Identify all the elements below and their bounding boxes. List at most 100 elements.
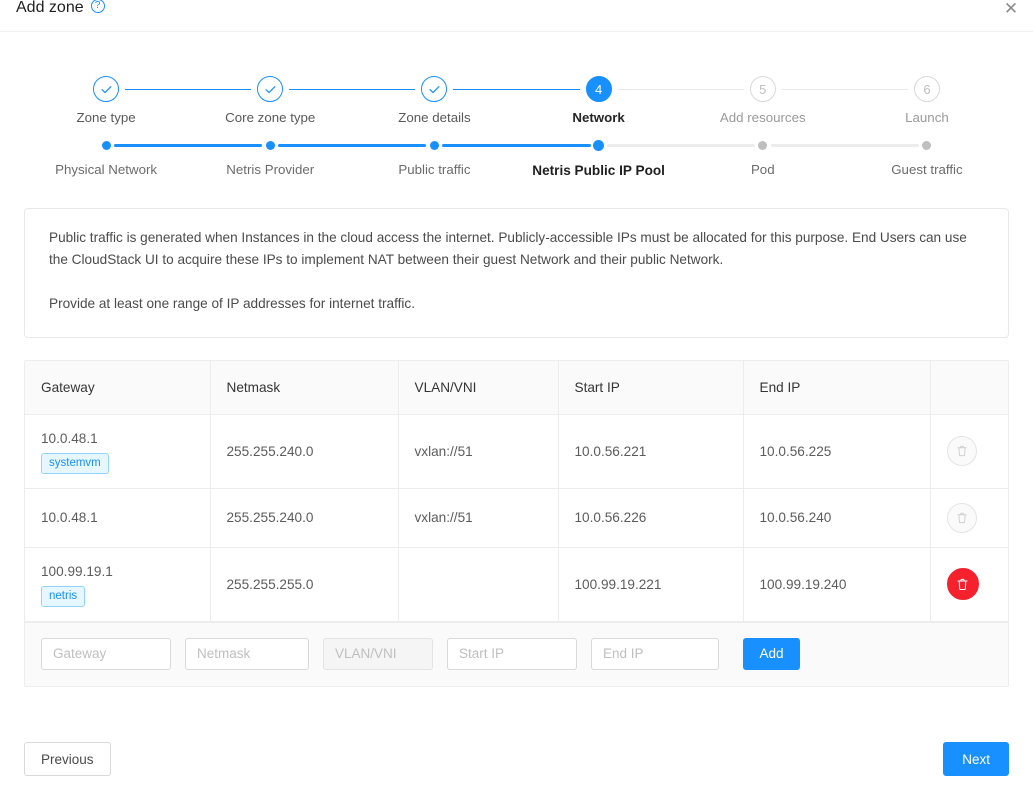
substep-dot: [922, 141, 932, 150]
column-header-end-ip: End IP: [743, 361, 931, 415]
previous-button[interactable]: Previous: [24, 742, 111, 776]
substep-label: Netris Provider: [226, 162, 315, 177]
step-label: Zone details: [398, 110, 471, 125]
substep-connector-line: [278, 144, 427, 147]
cell-start-ip: 100.99.19.221: [558, 547, 744, 622]
table-body: 10.0.48.1 systemvm 255.255.240.0 vxlan://51…: [25, 414, 1008, 622]
step-zone-details[interactable]: Zone details: [352, 76, 580, 125]
add-button[interactable]: Add: [743, 637, 800, 670]
substep-public-traffic[interactable]: Public traffic: [352, 141, 591, 178]
cell-netmask: 255.255.255.0: [210, 547, 399, 622]
substep-physical-network[interactable]: Physical Network: [24, 141, 263, 178]
column-header-actions: [930, 361, 1008, 415]
table-row: 10.0.48.1 systemvm 255.255.240.0 vxlan://51…: [25, 414, 1008, 489]
cell-actions: [930, 488, 1008, 548]
substep-dot: [593, 140, 605, 151]
next-button[interactable]: Next: [943, 742, 1009, 776]
gateway-value: 10.0.48.1: [41, 430, 98, 446]
substep-connector-line: [770, 144, 919, 147]
question-circle-icon[interactable]: ?: [90, 0, 105, 13]
step-connector-line: [781, 89, 908, 90]
table-head: Gateway Netmask VLAN/VNI Start IP End IP: [25, 361, 1008, 415]
wizard-steps: Zone type Core zone type Zone details 4 Netw…: [0, 32, 1033, 125]
check-icon: [93, 76, 120, 102]
substep-dot: [429, 141, 439, 150]
step-label: Add resources: [719, 110, 806, 125]
step-connector-line: [453, 89, 580, 90]
close-icon[interactable]: ✕: [997, 0, 1025, 23]
substep-label: Public traffic: [398, 162, 471, 177]
check-icon: [257, 76, 284, 102]
substep-label: Netris Public IP Pool: [532, 163, 665, 178]
column-header-gateway: Gateway: [25, 361, 211, 415]
vlan-vni-input[interactable]: [323, 637, 433, 670]
status-badge: systemvm: [41, 452, 109, 474]
gateway-value: 100.99.19.1: [41, 563, 113, 579]
step-label: Network: [572, 110, 625, 125]
cell-gateway: 10.0.48.1: [25, 488, 211, 548]
substep-dot: [101, 141, 111, 150]
wizard-substeps: Physical Network Netris Provider Public tr…: [0, 125, 1033, 178]
gateway-value: 10.0.48.1: [41, 510, 98, 525]
table-row: 10.0.48.1 255.255.240.0 vxlan://51 10.0.56.…: [25, 488, 1008, 548]
netmask-input[interactable]: [185, 637, 309, 670]
substep-guest-traffic[interactable]: Guest traffic: [845, 141, 1009, 178]
ip-ranges-table-container: Gateway Netmask VLAN/VNI Start IP End IP…: [24, 360, 1009, 687]
step-core-zone-type[interactable]: Core zone type: [188, 76, 416, 125]
step-zone-type[interactable]: Zone type: [24, 76, 252, 125]
info-paragraph-1: Public traffic is generated when Instanc…: [49, 230, 967, 267]
gateway-input[interactable]: [41, 637, 171, 670]
wizard-footer: Previous Next: [0, 742, 1033, 776]
step-label: Launch: [905, 110, 949, 125]
status-badge: netris: [41, 585, 86, 607]
substep-netris-public-ip-pool[interactable]: Netris Public IP Pool: [517, 140, 755, 178]
trash-icon: [946, 436, 977, 466]
cell-end-ip: 100.99.19.240: [743, 547, 931, 622]
step-connector-line: [289, 89, 416, 90]
new-range-form: Add: [25, 621, 1008, 686]
cell-actions: [930, 414, 1008, 489]
cell-start-ip: 10.0.56.221: [558, 414, 744, 489]
cell-end-ip: 10.0.56.225: [743, 414, 931, 489]
substep-dot: [265, 141, 275, 150]
cell-end-ip: 10.0.56.240: [743, 488, 931, 548]
trash-icon[interactable]: [946, 568, 979, 600]
info-panel: Public traffic is generated when Instanc…: [24, 208, 1009, 338]
cell-vlan-vni: vxlan://51: [398, 414, 559, 489]
steps-sub-list: Physical Network Netris Provider Public tr…: [24, 140, 1009, 178]
step-add-resources[interactable]: 5 Add resources: [681, 76, 908, 125]
step-label: Zone type: [76, 110, 136, 125]
step-launch[interactable]: 6 Launch: [845, 76, 1009, 125]
trash-icon: [946, 502, 977, 533]
end-ip-input[interactable]: [591, 637, 719, 670]
start-ip-input[interactable]: [447, 637, 577, 670]
table-header-row: Gateway Netmask VLAN/VNI Start IP End IP: [25, 361, 1008, 415]
ip-ranges-table: Gateway Netmask VLAN/VNI Start IP End IP…: [25, 361, 1008, 622]
cell-actions: [930, 547, 1008, 622]
cell-netmask: 255.255.240.0: [210, 488, 399, 548]
step-connector-line: [125, 89, 252, 90]
table-row: 100.99.19.1 netris 255.255.255.0 100.99.19.…: [25, 547, 1008, 622]
substep-label: Physical Network: [55, 162, 158, 177]
substep-label: Pod: [750, 162, 775, 177]
substep-pod[interactable]: Pod: [681, 141, 919, 178]
modal-header: Add zone? ✕: [0, 0, 1033, 32]
substep-netris-provider[interactable]: Netris Provider: [188, 141, 427, 178]
page-title: Add zone?: [16, 0, 105, 19]
step-number-badge: 6: [913, 76, 940, 102]
cell-netmask: 255.255.240.0: [210, 414, 399, 489]
column-header-vlan-vni: VLAN/VNI: [398, 361, 559, 415]
column-header-start-ip: Start IP: [558, 361, 744, 415]
step-number-badge: 5: [749, 76, 776, 102]
substep-connector-line: [114, 144, 263, 147]
cell-vlan-vni: vxlan://51: [398, 488, 559, 548]
substep-connector-line: [606, 144, 755, 147]
step-network[interactable]: 4 Network: [517, 76, 744, 125]
column-header-netmask: Netmask: [210, 361, 399, 415]
cell-gateway: 100.99.19.1 netris: [25, 547, 211, 622]
steps-main-list: Zone type Core zone type Zone details 4 Netw…: [24, 76, 1009, 125]
page-title-text: Add zone: [16, 0, 84, 16]
cell-vlan-vni: [398, 547, 559, 622]
cell-gateway: 10.0.48.1 systemvm: [25, 414, 211, 489]
check-icon: [421, 76, 448, 102]
